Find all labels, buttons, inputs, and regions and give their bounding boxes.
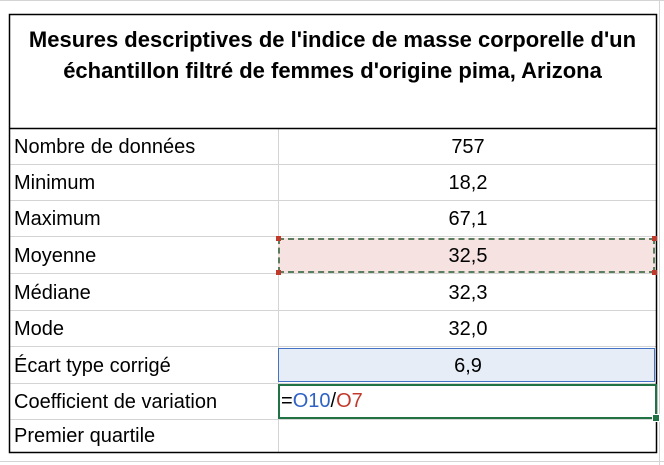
row-label-first-quartile[interactable]: Premier quartile [14, 425, 156, 447]
row-label-coef-variation[interactable]: Coefficient de variation [14, 391, 218, 413]
row-label-median[interactable]: Médiane [14, 282, 91, 304]
formula-divide: / [330, 390, 337, 412]
copy-handle-br [652, 270, 657, 275]
row-value-first-quartile[interactable] [280, 418, 656, 454]
row-value-maximum[interactable]: 67,1 [448, 208, 488, 230]
copy-handle-tl [276, 236, 281, 241]
row-label-maximum[interactable]: Maximum [14, 208, 101, 230]
row-label-count[interactable]: Nombre de données [14, 136, 196, 158]
copy-marquee-moyenne [278, 238, 655, 273]
row-value-mode[interactable]: 32,0 [448, 318, 488, 340]
formula-ref-o10: O10 [292, 390, 331, 412]
row-label-std-dev[interactable]: Écart type corrigé [14, 355, 171, 377]
row-label-minimum[interactable]: Minimum [14, 172, 96, 194]
row-value-minimum[interactable]: 18,2 [448, 172, 488, 194]
formula-equals: = [281, 390, 293, 412]
copy-handle-tr [652, 236, 657, 241]
row-value-std-dev[interactable]: 6,9 [454, 355, 482, 377]
table-title: Mesures descriptives de l'indice de mass… [28, 27, 637, 83]
row-label-mode[interactable]: Mode [14, 318, 65, 340]
row-value-count[interactable]: 757 [451, 136, 485, 158]
reference-highlight-ecart [278, 348, 655, 382]
fill-handle[interactable] [652, 414, 660, 422]
row-value-mean[interactable]: 32,5 [448, 245, 488, 267]
formula-ref-o7: O7 [336, 390, 363, 412]
formula-input[interactable]: =O10/O7 [281, 388, 363, 414]
row-value-median[interactable]: 32,3 [448, 282, 488, 304]
row-label-mean[interactable]: Moyenne [14, 245, 97, 267]
active-edit-cell[interactable] [278, 384, 657, 419]
copy-handle-bl [276, 270, 281, 275]
